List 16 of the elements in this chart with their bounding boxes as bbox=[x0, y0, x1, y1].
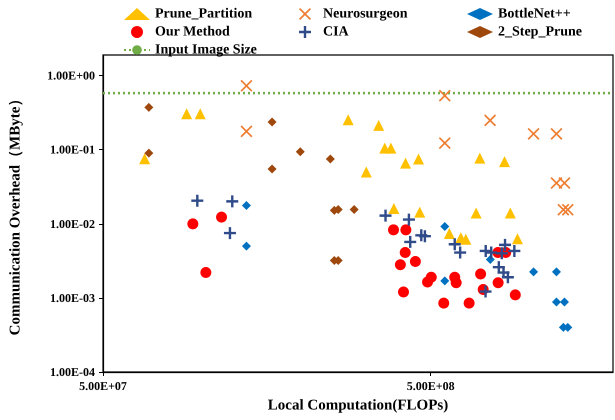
legend-label: CIA bbox=[323, 24, 350, 40]
x-axis-title: Local Computation(FLOPs) bbox=[268, 398, 448, 414]
y-tick-label: 1.00E-04 bbox=[50, 365, 95, 379]
legend-label: BottleNet++ bbox=[498, 6, 571, 22]
y-tick-label: 1.00E-03 bbox=[50, 290, 95, 305]
y-axis-title: Communication Overhead（MByte） bbox=[8, 92, 24, 336]
legend-label: 2_Step_Prune bbox=[498, 24, 582, 40]
legend-label: Prune_Partition bbox=[155, 6, 252, 22]
legend-label: Neurosurgeon bbox=[323, 6, 408, 22]
x-tick-label: 5.00E+08 bbox=[406, 379, 455, 393]
y-tick-label: 1.00E+00 bbox=[47, 68, 95, 83]
x-tick-label: 5.00E+07 bbox=[79, 379, 127, 393]
legend-label: Input Image Size bbox=[155, 42, 257, 58]
legend-label: Our Method bbox=[155, 24, 230, 40]
y-tick-label: 1.00E-02 bbox=[50, 216, 95, 231]
y-tick-label: 1.00E-01 bbox=[50, 142, 95, 157]
